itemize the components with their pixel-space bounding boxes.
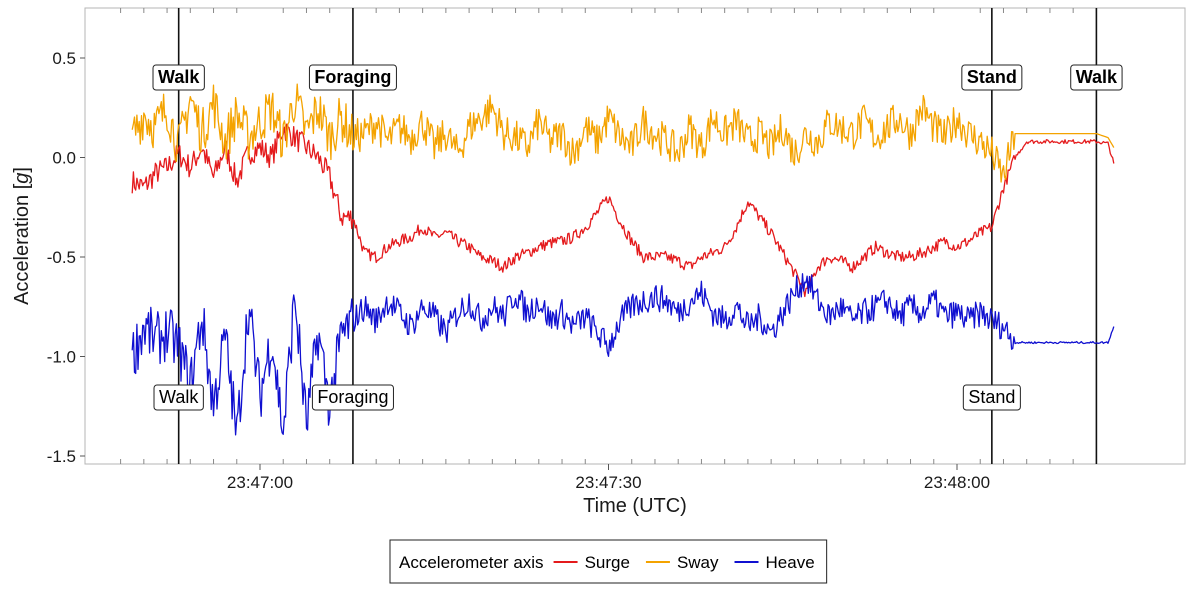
legend-label-sway: Sway <box>677 553 719 572</box>
event-label-top: Walk <box>152 64 205 91</box>
y-tick-label: -1.5 <box>47 447 76 466</box>
event-label-top-box <box>1070 64 1123 91</box>
series-line-heave <box>131 273 1115 436</box>
event-label-bottom: Stand <box>962 384 1021 411</box>
event-label-top: Stand <box>961 64 1023 91</box>
event-label-top-text: Walk <box>158 67 200 87</box>
event-label-bottom: Foraging <box>311 384 394 411</box>
event-label-top-text: Foraging <box>314 67 391 87</box>
y-axis-unit: g <box>11 173 33 184</box>
series-line-sway <box>131 83 1115 183</box>
x-axis: 23:47:00 23:47:30 23:48:00 <box>120 8 1097 492</box>
event-label-bottom-box <box>962 384 1021 411</box>
event-label-top: Walk <box>1070 64 1123 91</box>
legend-title: Accelerometer axis <box>399 553 544 572</box>
event-labels: Walk Walk Foraging Foraging Stand Stand Walk <box>152 64 1123 411</box>
x-axis-title: Time (UTC) <box>583 495 687 517</box>
plot-panel <box>84 7 1186 465</box>
event-label-bottom-text: Foraging <box>317 387 388 407</box>
event-label-top-box <box>308 64 397 91</box>
event-label-top-box <box>961 64 1023 91</box>
legend-label-heave: Heave <box>766 553 815 572</box>
x-tick-label: 23:47:30 <box>575 473 641 492</box>
event-label-bottom-text: Walk <box>159 387 199 407</box>
x-tick-label: 23:48:00 <box>924 473 990 492</box>
event-label-top: Foraging <box>308 64 397 91</box>
series-line-surge <box>131 123 1115 298</box>
event-label-bottom-text: Stand <box>968 387 1015 407</box>
legend: Accelerometer axis Surge Sway Heave <box>389 539 828 584</box>
event-label-bottom-box <box>311 384 394 411</box>
y-axis-title: Acceleration [g] <box>11 167 33 305</box>
event-label-bottom-box <box>153 384 204 411</box>
event-label-top-text: Stand <box>967 67 1017 87</box>
y-axis: 0.5 0.0 -0.5 -1.0 -1.5 <box>47 49 85 466</box>
legend-box <box>389 539 828 584</box>
event-label-top-text: Walk <box>1076 67 1118 87</box>
x-tick-label: 23:47:00 <box>227 473 293 492</box>
y-tick-label: -1.0 <box>47 348 76 367</box>
y-tick-label: 0.5 <box>52 49 76 68</box>
y-tick-label: -0.5 <box>47 248 76 267</box>
legend-label-surge: Surge <box>585 553 630 572</box>
event-label-bottom: Walk <box>153 384 204 411</box>
y-tick-label: 0.0 <box>52 149 76 168</box>
series-lines <box>131 83 1115 436</box>
event-label-top-box <box>152 64 205 91</box>
